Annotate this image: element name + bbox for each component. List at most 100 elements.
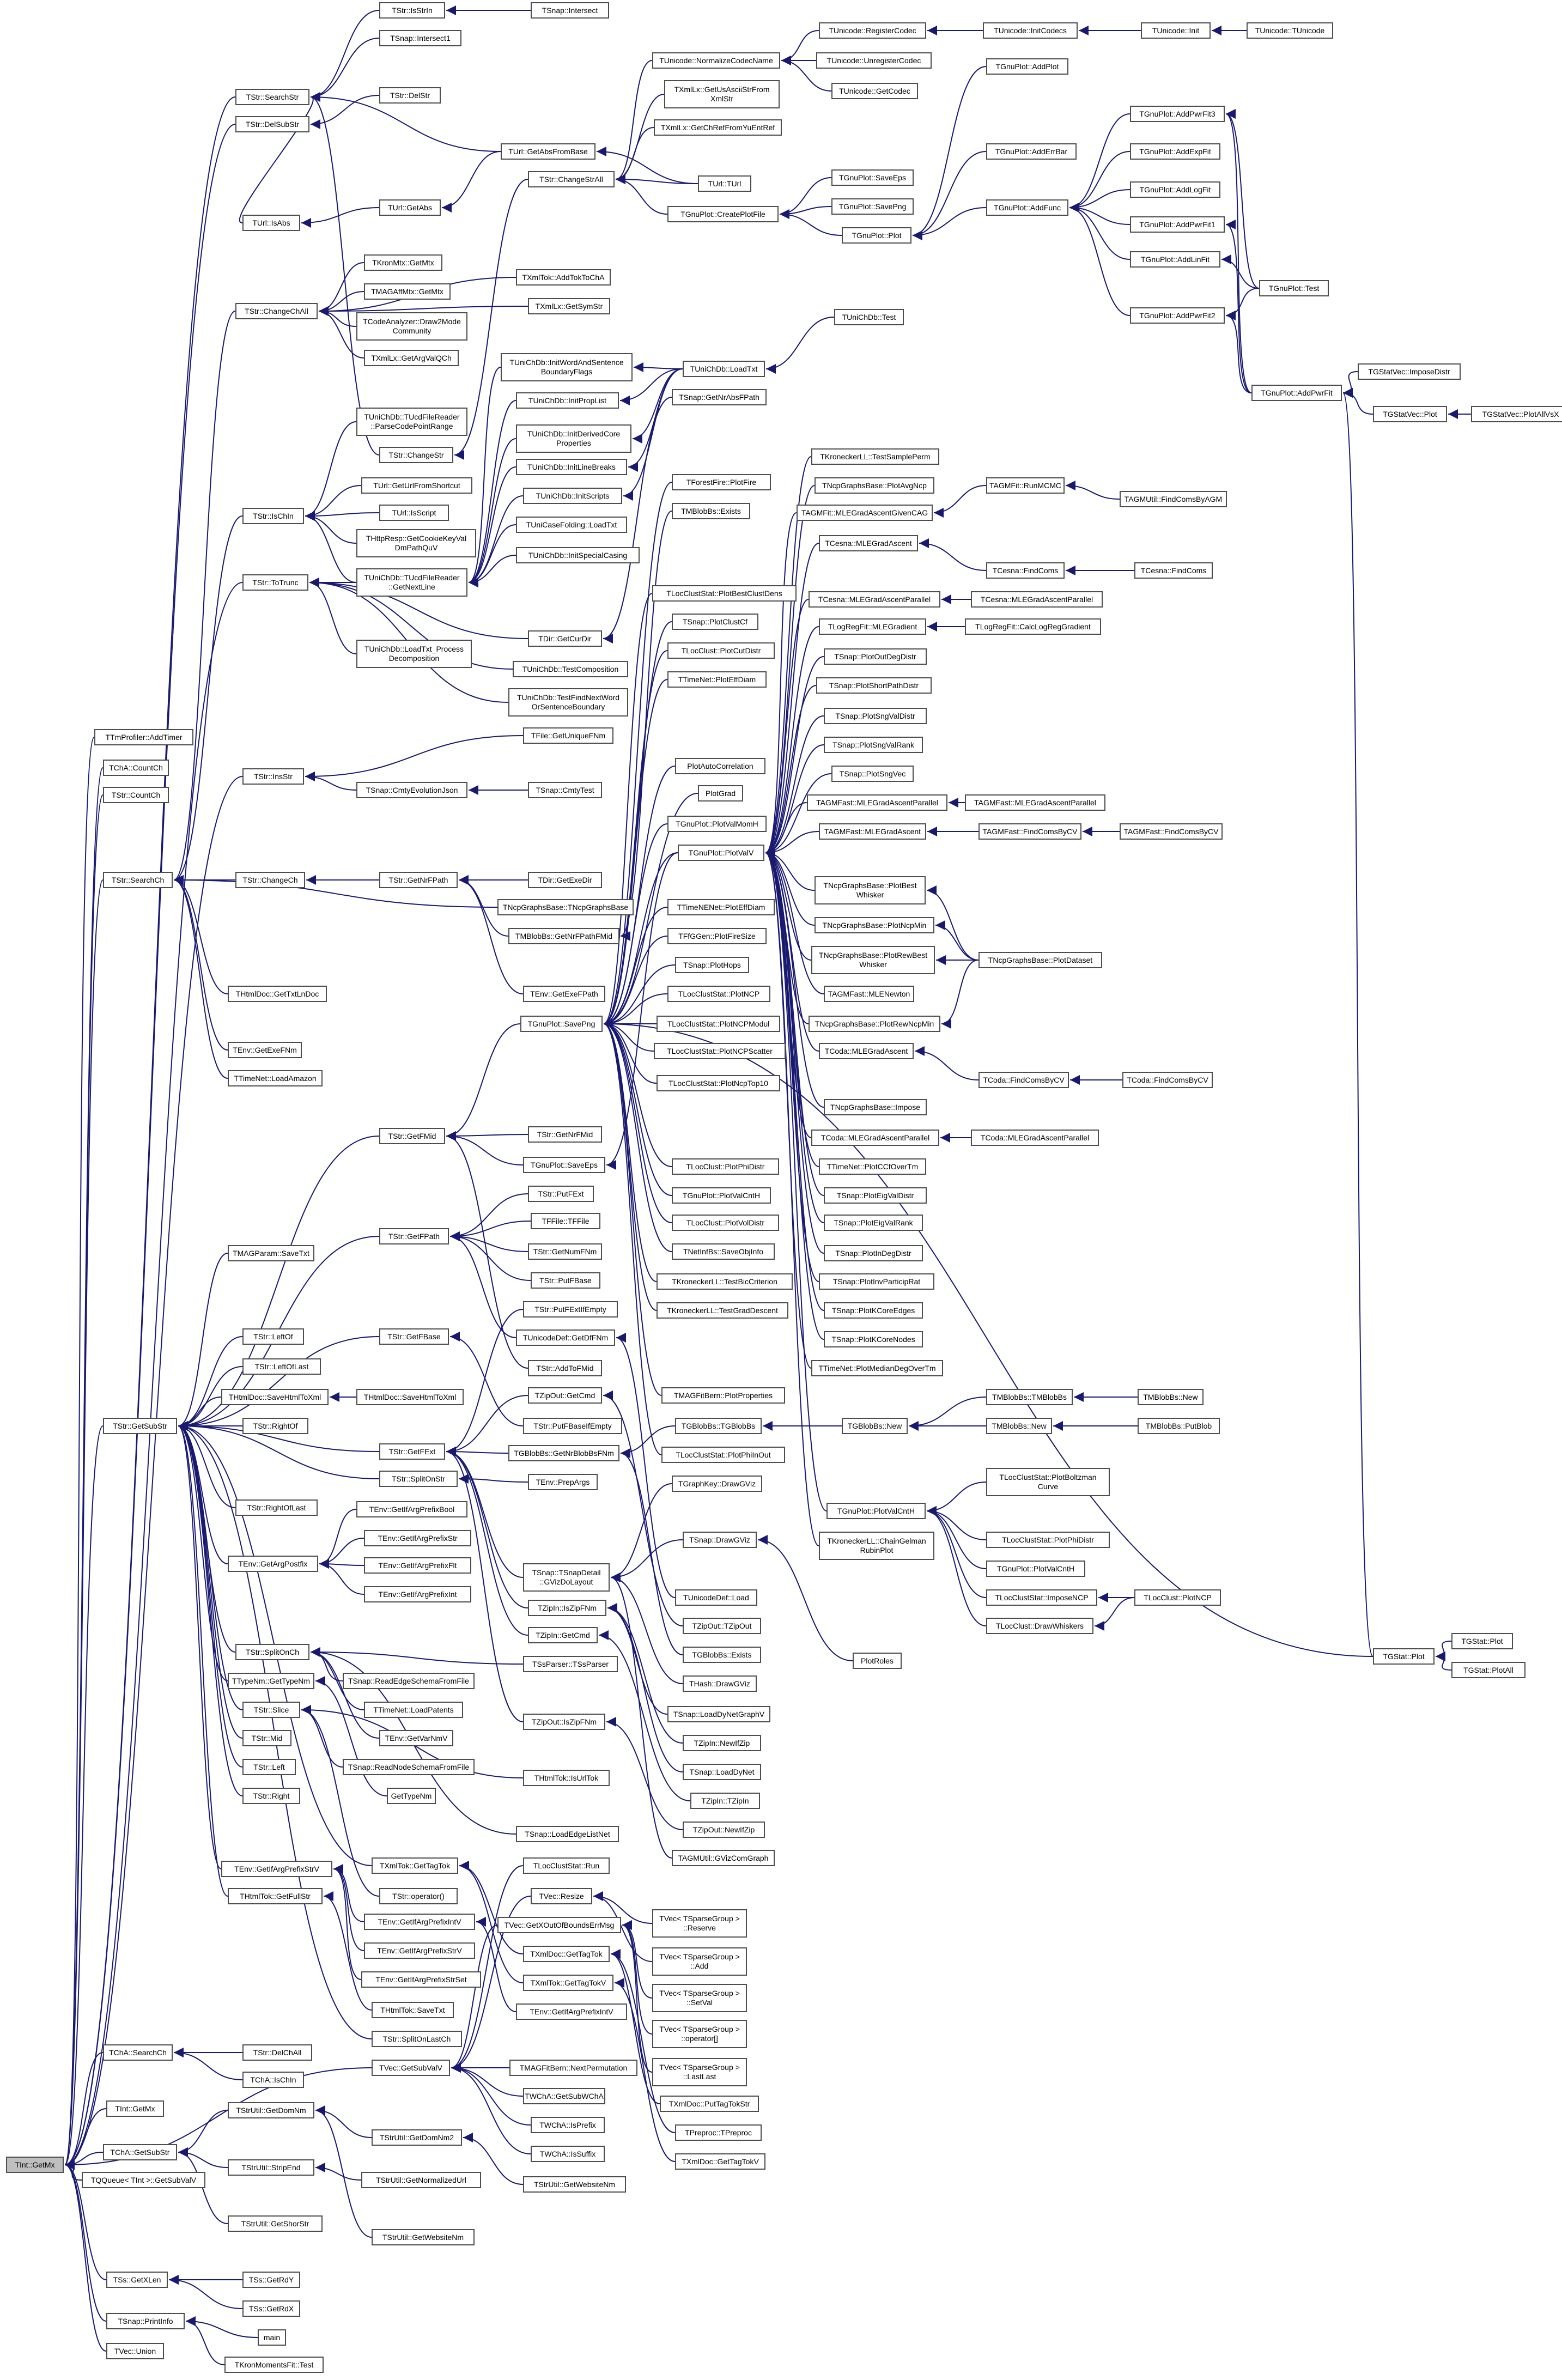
function-node[interactable]: TSnap::PlotOutDegDistr: [824, 648, 927, 665]
function-node[interactable]: TFFile::TFFile: [531, 1213, 600, 1229]
function-node[interactable]: TAGMFast::MLEGradAscentParallel: [807, 794, 947, 811]
function-node[interactable]: TStrUtil::GetShorStr: [228, 2215, 323, 2232]
function-node[interactable]: TUniChDb::InitSpecialCasing: [516, 547, 640, 563]
function-node[interactable]: TSnap::ReadNodeSchemaFromFile: [343, 1759, 475, 1775]
function-node[interactable]: TGnuPlot::CreatePlotFile: [667, 206, 779, 222]
function-node[interactable]: TStr::GetNrFPath: [379, 872, 458, 888]
function-node[interactable]: TStr::operator(): [379, 1888, 458, 1904]
function-node[interactable]: TUniChDb::LoadTxt_Process Decomposition: [356, 640, 472, 668]
function-node[interactable]: TUnicode::NormalizeCodecName: [652, 52, 780, 69]
function-node[interactable]: TMBlobBs::GetNrFPathFMid: [508, 928, 619, 944]
function-node[interactable]: TSnap::PlotClustCf: [672, 614, 758, 630]
function-node[interactable]: TGnuPlot::PlotValCntH: [986, 1561, 1085, 1577]
function-node[interactable]: TStr::ChangeStrAll: [528, 171, 615, 187]
function-node[interactable]: TSnap::PlotKCoreNodes: [824, 1331, 923, 1347]
function-node[interactable]: TStrUtil::GetWebsiteNm: [372, 2229, 475, 2245]
function-node[interactable]: TStr::PutFBase: [531, 1272, 600, 1289]
function-node[interactable]: TWChA::GetSubWChA: [523, 2088, 605, 2104]
function-node[interactable]: TGnuPlot::AddPlot: [986, 58, 1068, 75]
function-node[interactable]: THash::DrawGViz: [683, 1675, 757, 1692]
function-node[interactable]: TEnv::GetIfArgPrefixFlt: [364, 1557, 471, 1574]
function-node[interactable]: TGnuPlot::PlotValCntH: [826, 1503, 926, 1519]
function-node[interactable]: TSnap::PlotHops: [675, 957, 749, 973]
function-node[interactable]: TCoda::MLEGradAscent: [819, 1043, 914, 1059]
function-node[interactable]: TSnap::PlotSngValRank: [824, 737, 923, 753]
function-node[interactable]: TVec::GetSubValV: [372, 2060, 450, 2076]
function-node[interactable]: TInt::GetMx: [106, 2100, 164, 2117]
function-node[interactable]: TGnuPlot::PlotValV: [678, 845, 764, 861]
function-node[interactable]: TSnap::PlotShortPathDistr: [816, 677, 932, 694]
function-node[interactable]: TStr::ChangeChAll: [235, 303, 318, 319]
function-node[interactable]: TStrUtil::GetDomNm2: [372, 2129, 462, 2146]
function-node[interactable]: TLocClustStat::PlotBoltzman Curve: [986, 1468, 1110, 1496]
function-node[interactable]: TUnicode::GetCodec: [831, 83, 918, 99]
function-node[interactable]: TMAGFitBern::PlotProperties: [661, 1387, 785, 1404]
function-node[interactable]: TUrl::IsScript: [379, 505, 449, 521]
function-node[interactable]: TXmlTok::GetTagTok: [372, 1857, 458, 1874]
function-node[interactable]: TLogRegFit::CalcLogRegGradient: [965, 618, 1101, 635]
function-node[interactable]: TGraphKey::DrawGViz: [672, 1476, 762, 1492]
function-node[interactable]: TTimeNet::LoadPatents: [364, 1702, 463, 1718]
function-node[interactable]: TAGMUtil::GVizComGraph: [672, 1850, 775, 1866]
function-node[interactable]: TGBlobBs::GetNrBlobBsFNm: [508, 1445, 619, 1461]
function-node[interactable]: TSnap::DrawGViz: [683, 1532, 757, 1548]
function-node[interactable]: TUniChDb::TUcdFileReader ::GetNextLine: [356, 568, 467, 597]
function-node[interactable]: main: [258, 2329, 286, 2346]
function-node[interactable]: TEnv::GetExeFPath: [523, 986, 605, 1002]
function-node[interactable]: TGnuPlot::AddPwrFit3: [1130, 106, 1225, 122]
function-node[interactable]: TGnuPlot::AddLinFit: [1130, 251, 1220, 268]
function-node[interactable]: TVec< TSparseGroup > ::Reserve: [652, 1909, 747, 1938]
function-node[interactable]: TAGMFast::FindComsByCV: [1120, 823, 1223, 840]
function-node[interactable]: TXmlLx::GetSymStr: [528, 298, 610, 314]
function-node[interactable]: TNcpGraphsBase::PlotDataset: [978, 952, 1102, 968]
function-node[interactable]: TUrl::GetUrlFromShortcut: [361, 477, 472, 494]
function-node[interactable]: TUrl::IsAbs: [242, 215, 300, 231]
function-node[interactable]: TStr::DelChAll: [242, 2044, 312, 2061]
function-node[interactable]: TStr::AddToFMid: [528, 1360, 602, 1376]
function-node[interactable]: TPreproc::TPreproc: [675, 2124, 762, 2141]
function-node[interactable]: TSs::GetRdY: [242, 2272, 300, 2288]
function-node[interactable]: TAGMFit::RunMCMC: [986, 477, 1065, 494]
function-node[interactable]: TStrUtil::GetNormalizedUrl: [361, 2172, 481, 2188]
function-node[interactable]: TUniChDb::TUcdFileReader ::ParseCodePoin…: [356, 408, 467, 436]
function-node[interactable]: PlotGrad: [698, 785, 743, 802]
function-node[interactable]: TLocClust::PlotVolDistr: [672, 1215, 779, 1231]
function-node[interactable]: TGnuPlot::PlotValMomH: [667, 816, 767, 832]
function-node[interactable]: TWChA::IsPrefix: [531, 2117, 605, 2133]
function-node[interactable]: TXmlDoc::GetTagTokV: [675, 2153, 765, 2170]
function-node[interactable]: TMBlobBs::New: [986, 1418, 1052, 1434]
function-node[interactable]: TZipIn::IsZipFNm: [528, 1600, 606, 1616]
function-node[interactable]: THttpResp::GetCookieKeyVal DmPathQuV: [356, 529, 476, 557]
function-node[interactable]: TSnap::LoadEdgeListNet: [516, 1826, 619, 1842]
function-node[interactable]: TSnap::Intersect: [531, 2, 609, 19]
function-node[interactable]: TStr::GetNrFMid: [528, 1126, 602, 1143]
function-node[interactable]: TStr::SearchCh: [103, 872, 173, 888]
function-node[interactable]: TStr::Mid: [242, 1730, 291, 1746]
function-node[interactable]: TEnv::GetIfArgPrefixStr: [364, 1530, 471, 1546]
function-node[interactable]: PlotAutoCorrelation: [675, 758, 765, 774]
function-node[interactable]: TStr::ChangeStr: [379, 447, 453, 463]
function-node[interactable]: TEnv::GetIfArgPrefixIntV: [516, 2003, 627, 2020]
function-node[interactable]: TUnicode::UnregisterCodec: [816, 52, 932, 69]
function-node[interactable]: TLogRegFit::MLEGradient: [819, 618, 926, 635]
function-node[interactable]: TLocClustStat::PlotNCPScatter: [654, 1043, 786, 1059]
function-node[interactable]: TSs::GetXLen: [106, 2272, 168, 2288]
function-node[interactable]: TStr::SplitOnLastCh: [372, 2031, 462, 2047]
function-node[interactable]: TGnuPlot::AddErrBar: [986, 143, 1077, 160]
function-node[interactable]: TLocClustStat::PlotBestClustDens: [652, 585, 797, 602]
function-node[interactable]: THtmlDoc::SaveHtmlToXml: [221, 1389, 329, 1405]
function-node[interactable]: TStr::GetNumFNm: [528, 1243, 602, 1260]
function-node[interactable]: TUrl::GetAbs: [379, 199, 441, 216]
function-node[interactable]: TGStatVec::Plot: [1373, 406, 1447, 422]
function-node[interactable]: TSnap::GetNrAbsFPath: [672, 389, 767, 405]
function-node[interactable]: TStrUtil::GetWebsiteNm: [523, 2176, 626, 2193]
function-node[interactable]: TLocClustStat::PlotPhiInOut: [661, 1447, 785, 1463]
function-node[interactable]: TStr::DelSubStr: [235, 116, 309, 132]
function-node[interactable]: TLocClustStat::PlotNCPModul: [657, 1016, 780, 1032]
function-node[interactable]: TEnv::GetIfArgPrefixStrV: [364, 1942, 475, 1959]
function-node[interactable]: TGnuPlot::Test: [1259, 280, 1329, 296]
function-node[interactable]: TGnuPlot::SaveEps: [523, 1157, 605, 1173]
function-node[interactable]: TGnuPlot::SavePng: [520, 1016, 603, 1032]
function-node[interactable]: TGBlobBs::New: [842, 1418, 908, 1434]
function-node[interactable]: TStr::LeftOfLast: [242, 1358, 321, 1375]
